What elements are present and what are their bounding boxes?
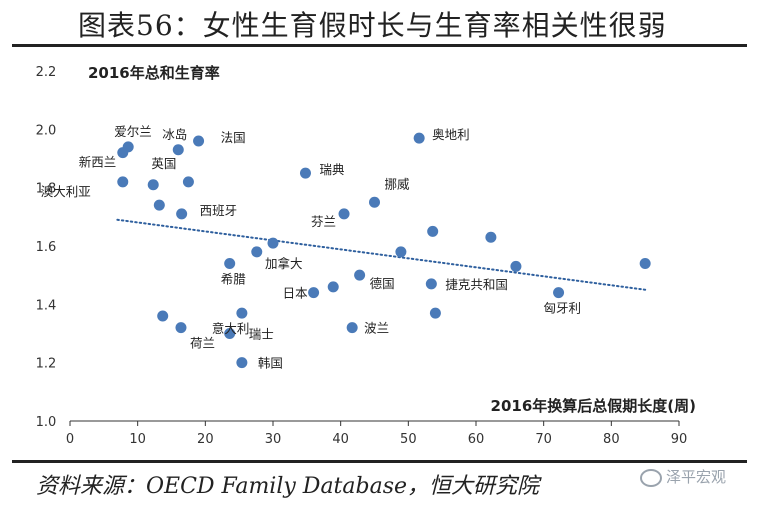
chart-axes: 0 10 20 30 40 50 60 70 80 90 1.0 1.2 1.4 1.6 1.8 2.0 2.2 [36, 65, 688, 447]
data-point [639, 258, 651, 269]
data-label: 新西兰 [79, 155, 117, 170]
data-label: 芬兰 [311, 214, 336, 229]
x-tick-label: 70 [535, 432, 552, 447]
data-point [182, 176, 194, 188]
data-label: 加拿大 [265, 256, 303, 271]
data-label: 波兰 [364, 321, 389, 336]
y-tick-label: 1.2 [36, 357, 57, 372]
data-point [510, 260, 522, 272]
y-tick-label: 1.0 [36, 415, 57, 430]
scatter-chart: 0 10 20 30 40 50 60 70 80 90 1.0 1.2 1.4 1.6 1.8 2.0 2.2… [36, 64, 696, 447]
data-label: 爱尔兰 [114, 124, 152, 139]
data-point [308, 287, 320, 299]
watermark: 泽平宏观 [640, 466, 726, 487]
x-tick-label: 30 [265, 432, 282, 447]
data-point [346, 322, 358, 334]
data-points [117, 132, 651, 369]
trendline [116, 218, 647, 291]
x-tick-label: 50 [400, 432, 417, 447]
trendline-group [116, 218, 647, 291]
data-label: 瑞士 [249, 327, 274, 342]
data-point [153, 199, 165, 211]
y-tick-label: 1.4 [36, 298, 57, 313]
data-point [251, 246, 263, 258]
y-tick-label: 2.0 [36, 123, 57, 138]
data-point [369, 196, 380, 208]
data-label: 奥地利 [432, 127, 470, 142]
data-point [176, 208, 188, 220]
data-label: 日本 [283, 286, 309, 301]
y-axis-title: 2016年总和生育率 [88, 64, 220, 82]
data-label: 捷克共和国 [445, 277, 508, 292]
y-tick-label: 1.6 [36, 240, 57, 255]
data-point [299, 167, 311, 179]
data-point [338, 208, 350, 220]
data-point [425, 278, 437, 290]
x-tick-label: 10 [129, 432, 146, 447]
source-note: 资料来源：OECD Family Database，恒大研究院 [36, 474, 540, 499]
data-label: 瑞典 [319, 162, 344, 177]
data-point [224, 328, 236, 339]
watermark-text: 泽平宏观 [666, 468, 727, 486]
y-tick-label: 1.8 [36, 182, 57, 197]
data-label: 挪威 [385, 176, 411, 191]
top-rule [12, 44, 747, 47]
wechat-icon [640, 468, 662, 487]
data-point [236, 307, 248, 319]
data-point [553, 287, 565, 299]
data-point [236, 357, 248, 369]
bottom-rule [12, 460, 747, 463]
data-label: 法国 [221, 130, 246, 145]
x-tick-label: 80 [603, 432, 620, 447]
data-label: 澳大利亚 [41, 184, 91, 199]
x-tick-label: 40 [332, 432, 349, 447]
data-point [395, 246, 407, 258]
x-tick-label: 60 [468, 432, 485, 447]
data-point [224, 258, 236, 269]
data-point [485, 231, 497, 243]
data-point [327, 281, 339, 293]
data-label: 匈牙利 [544, 301, 582, 316]
data-point [117, 147, 129, 159]
data-label: 意大利 [212, 321, 250, 336]
x-tick-label: 20 [197, 432, 214, 447]
data-point [117, 176, 129, 188]
data-point [147, 179, 159, 191]
data-label: 德国 [370, 276, 395, 291]
data-point [429, 307, 441, 319]
data-point [193, 135, 205, 147]
data-point [354, 269, 366, 281]
data-label: 荷兰 [190, 336, 215, 351]
x-tick-label: 0 [66, 432, 74, 447]
data-point [427, 225, 439, 237]
data-label: 韩国 [258, 356, 283, 371]
data-point [413, 132, 425, 144]
data-point [175, 322, 187, 334]
data-point [267, 237, 279, 249]
data-label: 冰岛 [162, 127, 187, 142]
data-label: 英国 [151, 156, 176, 171]
data-point [157, 310, 169, 322]
data-label: 西班牙 [200, 203, 238, 218]
x-tick-label: 90 [671, 432, 688, 447]
chart-title: 图表56：女性生育假时长与生育率相关性很弱 [78, 9, 667, 42]
x-axis-title: 2016年换算后总假期长度(周) [491, 397, 696, 415]
data-label: 希腊 [221, 272, 247, 287]
y-tick-label: 2.2 [36, 65, 57, 80]
data-point [172, 144, 184, 156]
